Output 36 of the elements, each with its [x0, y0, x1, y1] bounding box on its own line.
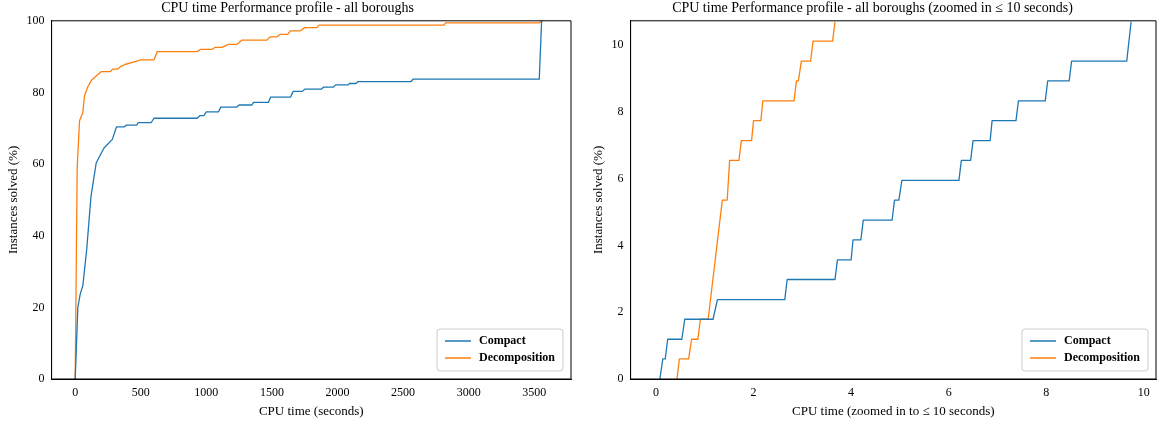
y-tick-label: 10	[611, 37, 624, 52]
x-tick-label: 1000	[194, 385, 219, 400]
y-tick-label: 20	[32, 299, 45, 314]
x-tick-label: 2500	[391, 385, 416, 400]
y-tick-label: 6	[617, 170, 624, 185]
x-tick-label: 2000	[325, 385, 350, 400]
y-axis-title: Instances solved (%)	[5, 145, 21, 255]
y-tick-label: 8	[617, 104, 624, 119]
x-axis-title: CPU time (zoomed in to ≤ 10 seconds)	[792, 402, 995, 418]
y-tick-label: 100	[26, 12, 45, 27]
y-tick-label: 0	[38, 371, 45, 386]
chart-title: CPU time Performance profile - all boroughs	[161, 0, 414, 16]
legend-label: Compact	[479, 333, 526, 348]
x-tick-label: 2	[750, 385, 757, 400]
legend-label: Decomposition	[1064, 350, 1141, 365]
legend-label: Compact	[1064, 333, 1111, 348]
y-tick-label: 4	[617, 237, 624, 252]
x-tick-label: 4	[848, 385, 855, 400]
x-tick-label: 10	[1137, 385, 1150, 400]
y-axis-title: Instances solved (%)	[590, 145, 606, 255]
y-tick-label: 40	[32, 227, 45, 242]
x-tick-label: 0	[72, 385, 79, 400]
x-tick-label: 3500	[522, 385, 547, 400]
legend-label: Decomposition	[479, 350, 556, 365]
y-tick-label: 0	[617, 371, 624, 386]
x-tick-label: 500	[131, 385, 150, 400]
x-tick-label: 1500	[259, 385, 284, 400]
y-tick-label: 2	[617, 304, 624, 319]
x-tick-label: 0	[652, 385, 659, 400]
chart-title: CPU time Performance profile - all boroughs (zoomed in ≤ 10 seconds)	[672, 0, 1074, 17]
x-tick-label: 6	[945, 385, 952, 400]
x-axis-title: CPU time (seconds)	[258, 402, 364, 418]
y-tick-label: 60	[32, 156, 45, 171]
y-tick-label: 80	[32, 84, 45, 99]
x-tick-label: 3000	[456, 385, 481, 400]
x-tick-label: 8	[1043, 385, 1050, 400]
